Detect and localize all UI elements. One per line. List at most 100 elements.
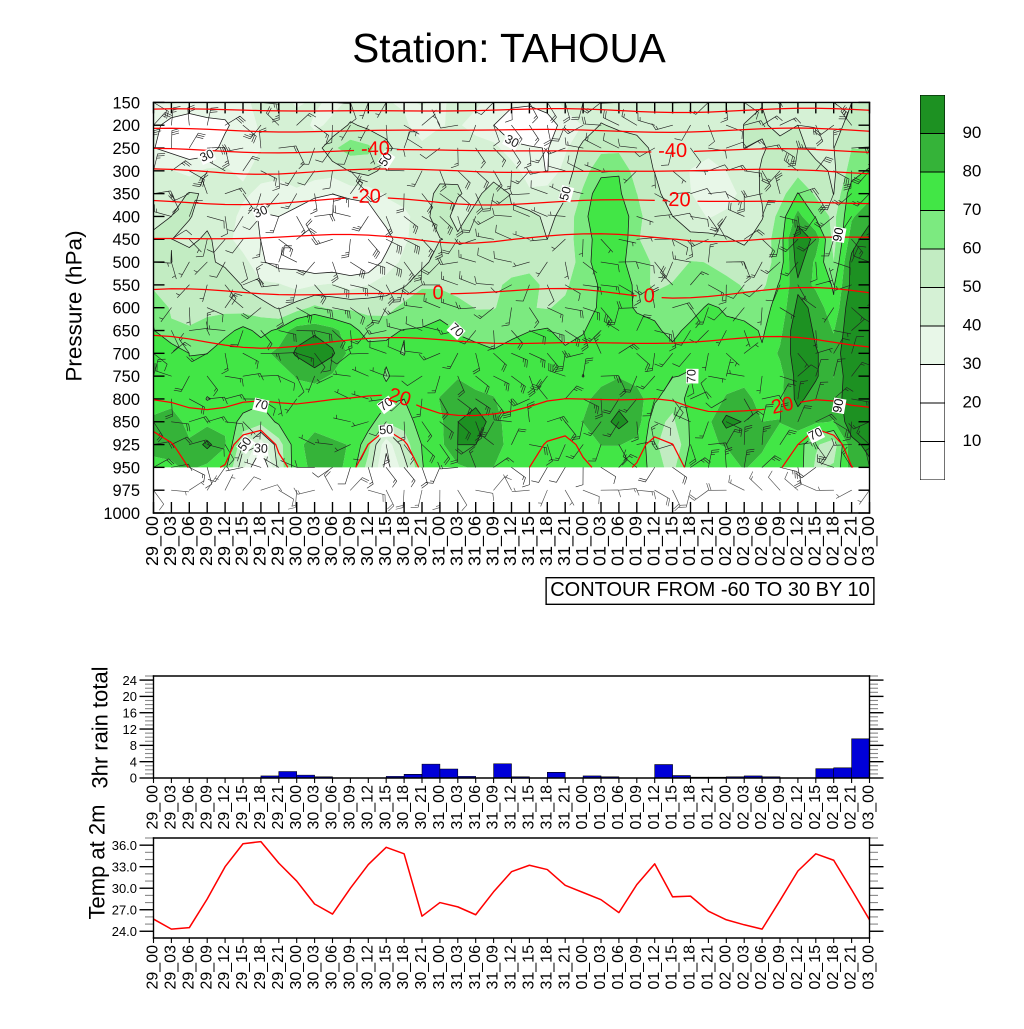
svg-text:24.0: 24.0 — [112, 924, 137, 939]
svg-text:29_09: 29_09 — [196, 516, 217, 566]
svg-text:02_09: 02_09 — [771, 945, 788, 990]
svg-text:36.0: 36.0 — [112, 838, 137, 853]
svg-text:29_18: 29_18 — [250, 516, 271, 566]
svg-text:27.0: 27.0 — [112, 902, 137, 917]
svg-text:0: 0 — [130, 771, 137, 786]
svg-text:30_03: 30_03 — [306, 785, 323, 830]
svg-text:02_12: 02_12 — [789, 785, 806, 830]
svg-text:31_18: 31_18 — [538, 945, 555, 990]
svg-text:01_18: 01_18 — [679, 516, 700, 566]
svg-text:1000: 1000 — [103, 505, 140, 523]
svg-text:50: 50 — [379, 422, 394, 437]
svg-text:450: 450 — [112, 231, 140, 249]
svg-text:650: 650 — [112, 322, 140, 340]
svg-text:02_00: 02_00 — [717, 945, 734, 990]
svg-text:31_12: 31_12 — [503, 945, 520, 990]
svg-text:850: 850 — [112, 414, 140, 432]
svg-text:31_00: 31_00 — [431, 945, 448, 990]
svg-text:350: 350 — [112, 186, 140, 204]
svg-text:01_15: 01_15 — [664, 785, 681, 830]
svg-text:02_06: 02_06 — [753, 945, 770, 990]
svg-text:01_21: 01_21 — [697, 516, 718, 566]
svg-text:-20: -20 — [352, 186, 381, 208]
svg-text:31_09: 31_09 — [485, 945, 502, 990]
svg-text:30_03: 30_03 — [303, 516, 324, 566]
svg-text:950: 950 — [112, 459, 140, 477]
svg-text:30_18: 30_18 — [395, 785, 412, 830]
svg-text:29_03: 29_03 — [163, 945, 180, 990]
svg-text:16: 16 — [123, 705, 137, 720]
svg-text:30_09: 30_09 — [339, 516, 360, 566]
svg-text:4: 4 — [130, 754, 137, 769]
svg-text:70: 70 — [806, 425, 825, 444]
svg-text:01_06: 01_06 — [610, 945, 627, 990]
svg-text:01_15: 01_15 — [664, 945, 681, 990]
svg-text:29_21: 29_21 — [270, 785, 287, 830]
svg-text:31_15: 31_15 — [521, 785, 538, 830]
svg-text:50: 50 — [557, 185, 574, 202]
svg-text:01_18: 01_18 — [682, 785, 699, 830]
svg-text:02_12: 02_12 — [787, 516, 808, 566]
svg-text:01_00: 01_00 — [574, 945, 591, 990]
svg-text:12: 12 — [123, 722, 137, 737]
svg-text:CONTOUR FROM -60 TO 30 BY 10: CONTOUR FROM -60 TO 30 BY 10 — [550, 579, 869, 601]
svg-text:31_09: 31_09 — [482, 516, 503, 566]
svg-text:31_00: 31_00 — [431, 785, 448, 830]
svg-text:29_03: 29_03 — [163, 785, 180, 830]
svg-text:02_21: 02_21 — [843, 785, 860, 830]
svg-text:29_18: 29_18 — [252, 785, 269, 830]
svg-text:01_15: 01_15 — [661, 516, 682, 566]
svg-text:29_03: 29_03 — [160, 516, 181, 566]
svg-text:02_06: 02_06 — [751, 516, 772, 566]
svg-text:29_15: 29_15 — [232, 516, 253, 566]
svg-text:02_03: 02_03 — [735, 785, 752, 830]
svg-text:31_00: 31_00 — [429, 516, 450, 566]
svg-text:01_21: 01_21 — [700, 785, 717, 830]
svg-text:02_18: 02_18 — [825, 945, 842, 990]
svg-text:30: 30 — [198, 146, 216, 164]
svg-text:31_06: 31_06 — [467, 945, 484, 990]
svg-text:02_09: 02_09 — [769, 516, 790, 566]
svg-text:01_12: 01_12 — [646, 785, 663, 830]
svg-text:01_09: 01_09 — [628, 945, 645, 990]
svg-text:01_12: 01_12 — [646, 945, 663, 990]
svg-text:30_15: 30_15 — [377, 945, 394, 990]
svg-text:40: 40 — [962, 315, 981, 334]
svg-text:33.0: 33.0 — [112, 859, 137, 874]
svg-text:30_12: 30_12 — [359, 945, 376, 990]
svg-text:20: 20 — [123, 689, 137, 704]
svg-text:29_06: 29_06 — [180, 945, 197, 990]
svg-text:70: 70 — [684, 369, 698, 383]
svg-text:01_21: 01_21 — [700, 945, 717, 990]
svg-text:31_21: 31_21 — [556, 945, 573, 990]
svg-text:29_15: 29_15 — [234, 945, 251, 990]
svg-text:01_03: 01_03 — [590, 516, 611, 566]
svg-text:975: 975 — [112, 482, 140, 500]
svg-text:800: 800 — [112, 391, 140, 409]
svg-text:31_21: 31_21 — [554, 516, 575, 566]
svg-text:30_00: 30_00 — [285, 516, 306, 566]
svg-text:0: 0 — [643, 285, 656, 308]
svg-text:70: 70 — [376, 394, 396, 414]
svg-text:80: 80 — [962, 161, 981, 180]
svg-text:30_09: 30_09 — [342, 945, 359, 990]
svg-text:31_18: 31_18 — [536, 516, 557, 566]
svg-text:29_18: 29_18 — [252, 945, 269, 990]
svg-text:30: 30 — [254, 441, 269, 456]
svg-text:30_09: 30_09 — [342, 785, 359, 830]
svg-text:Station: TAHOUA: Station: TAHOUA — [352, 25, 666, 71]
svg-text:300: 300 — [112, 163, 140, 181]
svg-text:30_12: 30_12 — [359, 785, 376, 830]
svg-text:31_12: 31_12 — [500, 516, 521, 566]
svg-text:01_06: 01_06 — [608, 516, 629, 566]
svg-text:02_21: 02_21 — [840, 516, 861, 566]
svg-text:30_00: 30_00 — [288, 945, 305, 990]
svg-text:925: 925 — [112, 437, 140, 455]
svg-text:750: 750 — [112, 368, 140, 386]
svg-text:30: 30 — [962, 354, 981, 373]
svg-text:31_06: 31_06 — [464, 516, 485, 566]
svg-text:30_06: 30_06 — [321, 516, 342, 566]
svg-text:700: 700 — [112, 345, 140, 363]
svg-text:29_12: 29_12 — [216, 785, 233, 830]
svg-text:02_18: 02_18 — [825, 785, 842, 830]
